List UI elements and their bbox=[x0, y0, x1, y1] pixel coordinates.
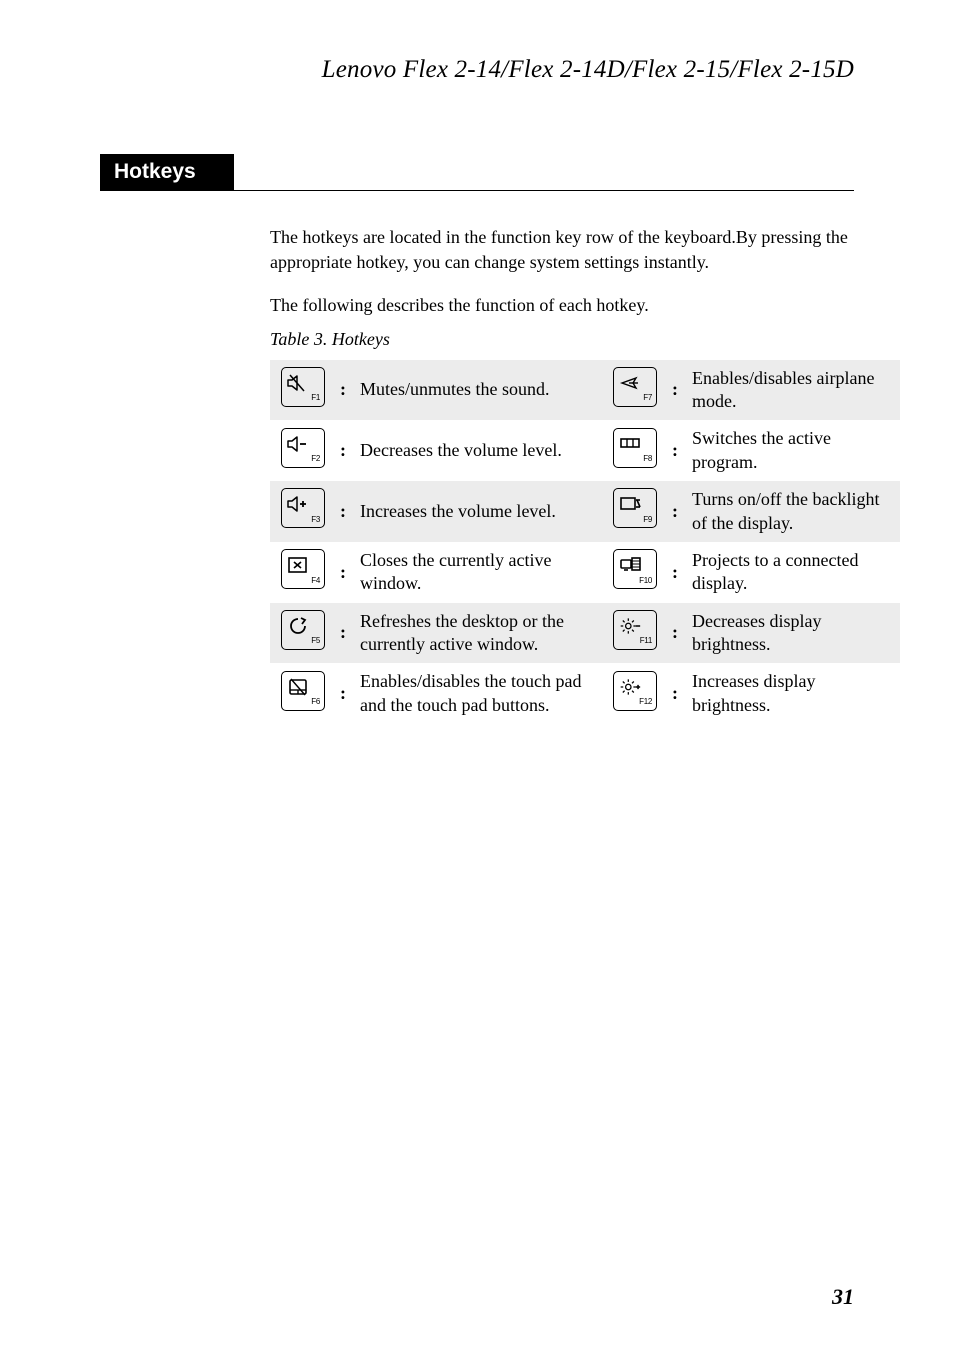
project-icon bbox=[619, 554, 641, 576]
colon: : bbox=[668, 360, 688, 421]
colon: : bbox=[336, 663, 356, 724]
colon: : bbox=[336, 603, 356, 664]
hotkey-desc: Enables/disables the touch pad and the t… bbox=[356, 663, 602, 724]
table-row: F1 :Mutes/unmutes the sound. F7 :Enables… bbox=[270, 360, 900, 421]
table-row: F6 :Enables/disables the touch pad and t… bbox=[270, 663, 900, 724]
keycap-f6: F6 bbox=[281, 671, 325, 711]
document-title: Lenovo Flex 2-14/Flex 2-14D/Flex 2-15/Fl… bbox=[100, 56, 854, 84]
keycap-f3: F3 bbox=[281, 488, 325, 528]
close-win-icon bbox=[287, 554, 309, 576]
keycap-label: F9 bbox=[643, 515, 652, 525]
colon: : bbox=[668, 663, 688, 724]
hotkey-desc: Refreshes the desktop or the currently a… bbox=[356, 603, 602, 664]
page: Lenovo Flex 2-14/Flex 2-14D/Flex 2-15/Fl… bbox=[0, 0, 954, 1352]
keycap-label: F10 bbox=[639, 576, 652, 586]
table-row: F5 :Refreshes the desktop or the current… bbox=[270, 603, 900, 664]
colon: : bbox=[668, 420, 688, 481]
colon: : bbox=[336, 542, 356, 603]
keycap-f7: F7 bbox=[613, 367, 657, 407]
keycap-label: F4 bbox=[311, 576, 320, 586]
hotkeys-table: F1 :Mutes/unmutes the sound. F7 :Enables… bbox=[270, 360, 900, 725]
table-row: F2 :Decreases the volume level. F8 :Swit… bbox=[270, 420, 900, 481]
keycap-label: F1 bbox=[311, 393, 320, 403]
intro-paragraph-1: The hotkeys are located in the function … bbox=[270, 225, 854, 275]
colon: : bbox=[336, 420, 356, 481]
keycap-label: F7 bbox=[643, 393, 652, 403]
keycap-f1: F1 bbox=[281, 367, 325, 407]
table-row: F3 :Increases the volume level. F9 :Turn… bbox=[270, 481, 900, 542]
keycap-f5: F5 bbox=[281, 610, 325, 650]
keycap-f4: F4 bbox=[281, 549, 325, 589]
table-caption: Table 3. Hotkeys bbox=[270, 329, 854, 350]
hotkey-desc: Projects to a connected display. bbox=[688, 542, 900, 603]
keycap-label: F12 bbox=[639, 697, 652, 707]
bright-down-icon bbox=[619, 615, 641, 637]
vol-up-icon bbox=[287, 493, 309, 515]
keycap-label: F2 bbox=[311, 454, 320, 464]
keycap-f10: F10 bbox=[613, 549, 657, 589]
keycap-f12: F12 bbox=[613, 671, 657, 711]
keycap-f11: F11 bbox=[613, 610, 657, 650]
hotkey-desc: Mutes/unmutes the sound. bbox=[356, 360, 602, 421]
section-rule bbox=[100, 190, 854, 191]
colon: : bbox=[668, 481, 688, 542]
keycap-label: F3 bbox=[311, 515, 320, 525]
hotkey-desc: Closes the currently active window. bbox=[356, 542, 602, 603]
hotkey-desc: Decreases the volume level. bbox=[356, 420, 602, 481]
bright-up-icon bbox=[619, 676, 641, 698]
keycap-label: F5 bbox=[311, 636, 320, 646]
page-number: 31 bbox=[832, 1284, 854, 1310]
hotkey-desc: Decreases display brightness. bbox=[688, 603, 900, 664]
touchpad-icon bbox=[287, 676, 309, 698]
intro-paragraph-2: The following describes the function of … bbox=[270, 293, 854, 318]
keycap-label: F8 bbox=[643, 454, 652, 464]
colon: : bbox=[668, 542, 688, 603]
airplane-icon bbox=[619, 372, 641, 394]
hotkey-desc: Increases the volume level. bbox=[356, 481, 602, 542]
mute-icon bbox=[287, 372, 309, 394]
keycap-f8: F8 bbox=[613, 428, 657, 468]
task-switch-icon bbox=[619, 433, 641, 455]
body-block: The hotkeys are located in the function … bbox=[270, 225, 854, 724]
refresh-icon bbox=[287, 615, 309, 637]
backlight-icon bbox=[619, 493, 641, 515]
section-heading-wrap: Hotkeys bbox=[100, 154, 854, 191]
keycap-label: F11 bbox=[640, 636, 652, 646]
table-row: F4 :Closes the currently active window. … bbox=[270, 542, 900, 603]
keycap-f2: F2 bbox=[281, 428, 325, 468]
hotkey-desc: Enables/disables airplane mode. bbox=[688, 360, 900, 421]
hotkey-desc: Turns on/off the backlight of the displa… bbox=[688, 481, 900, 542]
hotkey-desc: Increases display brightness. bbox=[688, 663, 900, 724]
section-heading: Hotkeys bbox=[100, 154, 234, 190]
colon: : bbox=[336, 360, 356, 421]
keycap-label: F6 bbox=[311, 697, 320, 707]
keycap-f9: F9 bbox=[613, 488, 657, 528]
vol-down-icon bbox=[287, 433, 309, 455]
hotkey-desc: Switches the active program. bbox=[688, 420, 900, 481]
colon: : bbox=[668, 603, 688, 664]
colon: : bbox=[336, 481, 356, 542]
